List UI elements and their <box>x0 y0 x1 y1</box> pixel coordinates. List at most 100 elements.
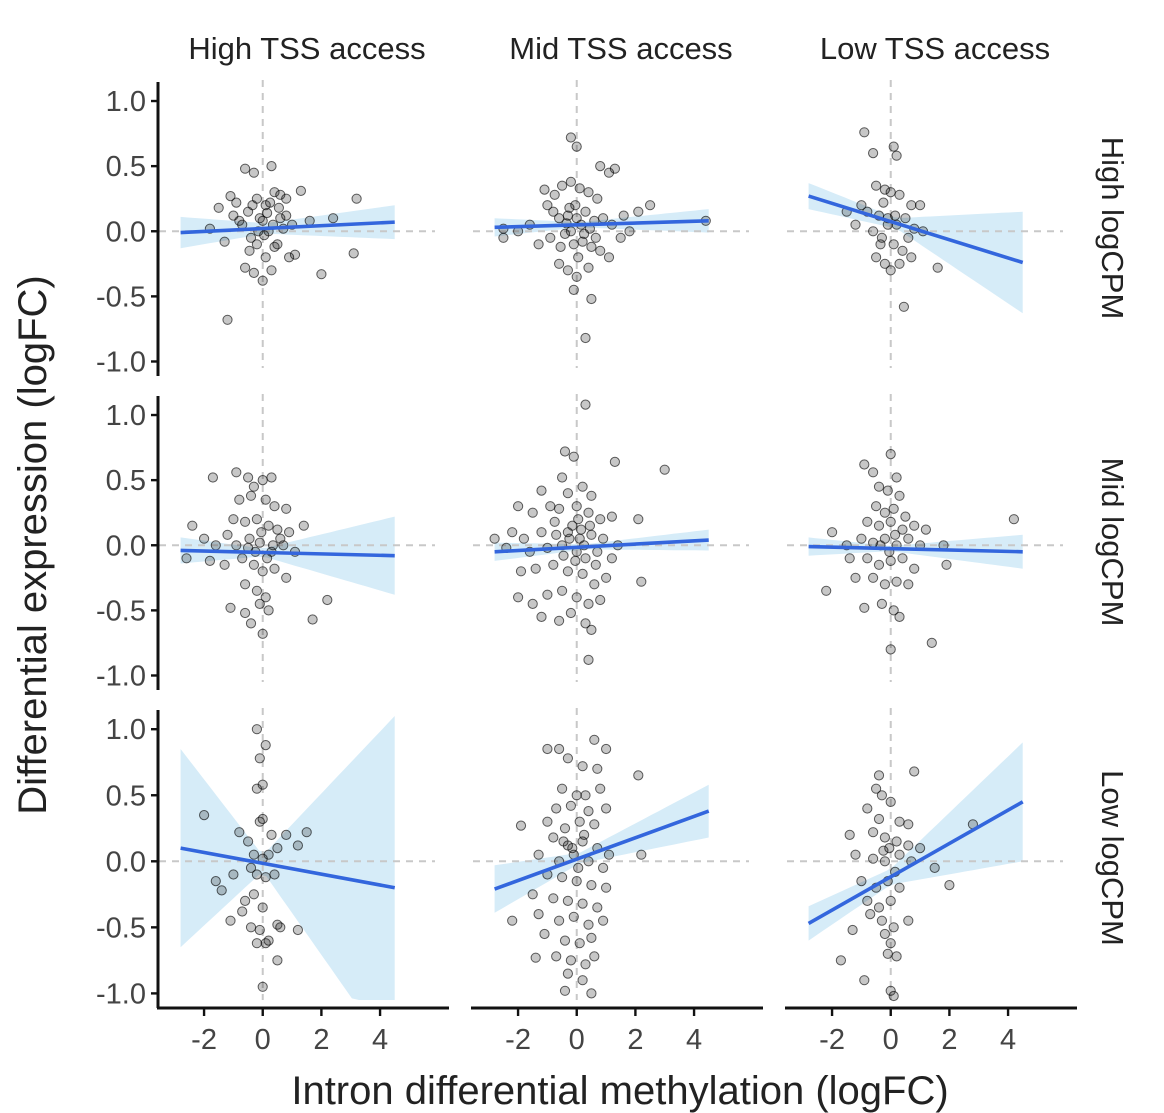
data-point-r2-c2-13 <box>891 836 902 847</box>
data-point-r2-c1-39 <box>562 895 574 907</box>
data-point-r0-c1-51 <box>549 189 560 200</box>
data-point-r1-c0-52 <box>275 533 286 544</box>
data-point-r0-c2-0 <box>859 127 870 138</box>
data-point-r2-c1-61 <box>567 843 578 854</box>
data-point-r2-c1-21 <box>548 832 559 843</box>
data-point-r2-c0-38 <box>257 981 268 992</box>
data-point-r1-c0-33 <box>257 566 268 577</box>
y-tick-label-r1-4: -1.0 <box>96 660 146 692</box>
data-point-r1-c2-42 <box>885 644 896 655</box>
data-point-r0-c1-1 <box>571 141 582 152</box>
data-point-r2-c2-3 <box>876 790 888 801</box>
data-point-r1-c0-16 <box>284 527 295 538</box>
data-point-r2-c1-26 <box>636 849 647 860</box>
data-point-r1-c0-15 <box>272 524 283 535</box>
fit-line-r1-c2 <box>808 544 1023 554</box>
data-point-r0-c0-20 <box>328 213 339 224</box>
fit-line-r0-c2 <box>808 194 1024 265</box>
data-point-r0-c2-25 <box>932 262 943 273</box>
row-facet-title-2: Low logCPM <box>1095 770 1130 946</box>
data-point-r2-c2-15 <box>915 843 926 854</box>
data-point-r0-c1-30 <box>577 236 588 247</box>
x-tick-label-c0-3: 4 <box>372 1024 388 1056</box>
data-point-r2-c1-7 <box>633 770 644 781</box>
data-point-r1-c2-4 <box>873 481 885 492</box>
data-point-r2-c2-6 <box>873 813 885 825</box>
data-point-r1-c1-34 <box>580 553 591 564</box>
data-point-r1-c2-33 <box>868 572 879 583</box>
data-point-r1-c1-60 <box>558 550 569 561</box>
data-point-r1-c0-3 <box>266 472 277 483</box>
data-point-r1-c1-0 <box>580 399 591 410</box>
data-point-r0-c2-28 <box>885 265 896 276</box>
data-point-r2-c0-7 <box>254 816 265 827</box>
data-point-r0-c0-8 <box>269 187 280 198</box>
data-point-r1-c2-19 <box>856 533 867 544</box>
data-point-r2-c2-38 <box>891 951 902 962</box>
data-point-r1-c0-13 <box>251 514 262 525</box>
data-point-r0-c0-42 <box>259 230 270 241</box>
data-point-r2-c1-34 <box>571 876 582 887</box>
data-point-r1-c2-28 <box>873 559 885 570</box>
row-facet-title-1: Mid logCPM <box>1095 458 1130 627</box>
x-tick-label-c2-1: 0 <box>883 1024 899 1056</box>
fit-line-r0-c1 <box>494 219 709 230</box>
data-point-r0-c1-35 <box>554 258 565 269</box>
data-point-r1-c1-39 <box>530 563 541 574</box>
y-tick-label-r2-1: 0.5 <box>106 780 146 812</box>
data-point-r1-c2-30 <box>897 553 908 564</box>
data-point-r0-c1-10 <box>542 200 553 211</box>
data-point-r1-c0-32 <box>248 559 259 570</box>
data-point-r1-c0-17 <box>298 520 309 531</box>
data-point-r0-c0-32 <box>248 267 259 278</box>
confidence-band-layer <box>180 183 1023 1000</box>
data-point-r1-c0-24 <box>254 537 265 548</box>
data-point-r0-c0-41 <box>234 215 245 226</box>
data-point-r2-c1-11 <box>595 783 606 794</box>
data-point-r2-c0-10 <box>301 827 312 838</box>
data-point-r1-c1-10 <box>513 501 524 512</box>
data-point-r0-c1-31 <box>586 241 597 252</box>
data-point-r1-c1-44 <box>601 572 612 583</box>
x-tick-label-c1-2: 2 <box>627 1024 643 1056</box>
data-point-r0-c0-11 <box>295 185 306 196</box>
data-point-r2-c1-42 <box>533 909 544 920</box>
data-point-r2-c2-16 <box>850 849 861 860</box>
data-point-r1-c1-37 <box>636 576 647 587</box>
data-point-r1-c0-18 <box>187 520 198 531</box>
data-point-r1-c2-9 <box>888 503 899 514</box>
data-point-r1-c2-14 <box>897 524 908 535</box>
data-point-r1-c2-15 <box>909 520 920 531</box>
data-point-r2-c2-11 <box>868 827 879 838</box>
x-tick-label-c2-0: -2 <box>819 1024 845 1056</box>
data-point-r2-c1-64 <box>573 862 584 874</box>
data-point-r1-c1-17 <box>606 511 618 522</box>
data-point-r2-c2-30 <box>865 909 876 920</box>
data-point-r1-c2-32 <box>850 572 861 583</box>
data-point-r2-c1-15 <box>601 803 612 814</box>
data-point-r0-c1-40 <box>568 284 579 295</box>
data-point-r2-c1-48 <box>559 935 571 946</box>
data-point-r0-c1-6 <box>565 176 577 187</box>
data-point-r0-c2-9 <box>915 200 926 211</box>
data-point-r2-c1-58 <box>586 988 597 999</box>
data-point-r1-c0-1 <box>231 467 242 478</box>
data-point-r2-c2-42 <box>888 990 899 1002</box>
data-point-r1-c2-36 <box>903 579 914 590</box>
data-point-r2-c0-18 <box>210 876 221 887</box>
data-point-r0-c2-27 <box>879 258 891 269</box>
data-point-r2-c2-21 <box>929 862 940 874</box>
data-point-r1-c1-20 <box>518 533 530 544</box>
data-point-r0-c0-46 <box>244 245 255 256</box>
data-point-r0-c0-10 <box>281 210 292 221</box>
x-tick-label-c1-3: 4 <box>686 1024 702 1056</box>
column-facet-title-2: Low TSS access <box>820 31 1050 66</box>
data-point-r1-c2-10 <box>900 511 911 522</box>
x-tick-label-c2-2: 2 <box>941 1024 957 1056</box>
label-layer: Intron differential methylation (logFC) … <box>11 31 1130 1113</box>
data-point-r2-c0-23 <box>269 869 280 880</box>
data-point-r0-c1-36 <box>562 265 574 276</box>
data-point-r1-c1-59 <box>576 524 587 535</box>
data-point-r2-c1-57 <box>577 975 588 986</box>
data-point-r0-c1-9 <box>592 193 603 204</box>
